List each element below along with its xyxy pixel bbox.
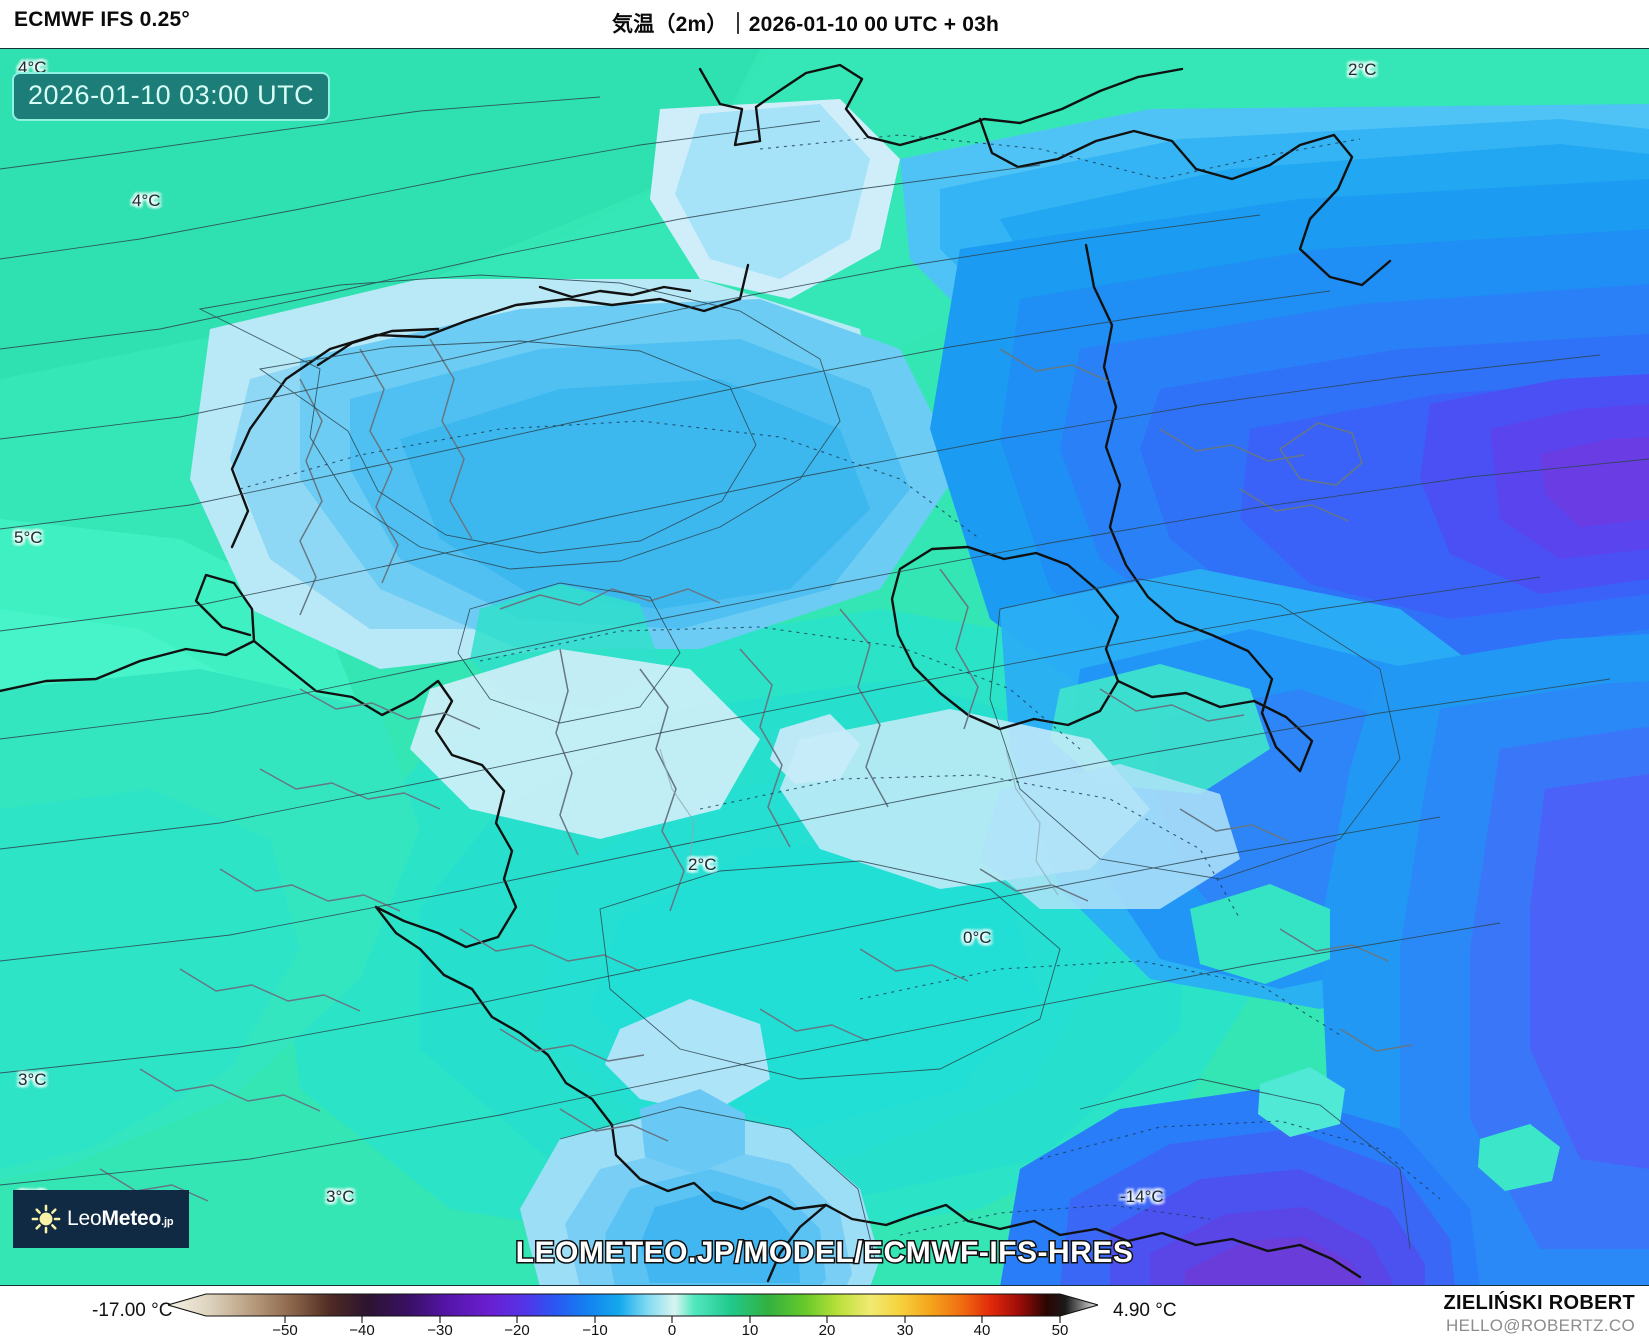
colorbar-tick-label: 50 <box>1052 1322 1069 1336</box>
source-watermark: LEOMETEO.JP/MODEL/ECMWF-IFS-HRES <box>514 1235 1134 1271</box>
colorbar-tick-label: 30 <box>897 1322 914 1336</box>
logo-tld: .jp <box>161 1216 174 1228</box>
author-email[interactable]: HELLO@ROBERTZ.CO <box>1446 1316 1635 1335</box>
leometeo-logo[interactable]: LeoMeteo.jp <box>13 1190 189 1248</box>
colorbar-svg: −50 −40 −30 −20 −10 0 10 20 30 40 50 <box>166 1293 1100 1338</box>
logo-meteo: Meteo <box>101 1207 162 1230</box>
sun-icon <box>31 1204 61 1234</box>
model-label: ECMWF IFS 0.25° <box>14 8 190 31</box>
author-name: ZIELIŃSKI ROBERT <box>1443 1292 1635 1314</box>
colorbar-tick-label: 10 <box>742 1322 759 1336</box>
map-canvas[interactable] <box>0 48 1649 1286</box>
colorbar-tick-label: 20 <box>819 1322 836 1336</box>
colorbar[interactable]: −50 −40 −30 −20 −10 0 10 20 30 40 50 <box>166 1290 1100 1338</box>
colorbar-max-label: 4.90 °C <box>1113 1300 1177 1321</box>
logo-leo: Leo <box>67 1207 102 1230</box>
colorbar-tick-label: −10 <box>582 1322 607 1336</box>
page-header: ECMWF IFS 0.25° 気温（2m）｜2026-01-10 00 UTC… <box>0 0 1649 46</box>
colorbar-min-label: -17.00 °C <box>92 1300 173 1321</box>
colorbar-tick-label: 0 <box>668 1322 676 1336</box>
page-title: 気温（2m）｜2026-01-10 00 UTC + 03h <box>612 13 1000 36</box>
colorbar-tick-label: −20 <box>504 1322 529 1336</box>
colorbar-tick-label: −30 <box>427 1322 452 1336</box>
logo-wordmark: LeoMeteo.jp <box>67 1207 174 1231</box>
colorbar-tick-label: −40 <box>349 1322 374 1336</box>
colorbar-tick-label: 40 <box>974 1322 991 1336</box>
valid-time-badge: 2026-01-10 03:00 UTC <box>12 72 331 121</box>
colorbar-tick-label: −50 <box>272 1322 297 1336</box>
temperature-field-svg <box>0 49 1649 1285</box>
colorbar-footer: -17.00 °C 4.90 °C <box>0 1286 1649 1338</box>
